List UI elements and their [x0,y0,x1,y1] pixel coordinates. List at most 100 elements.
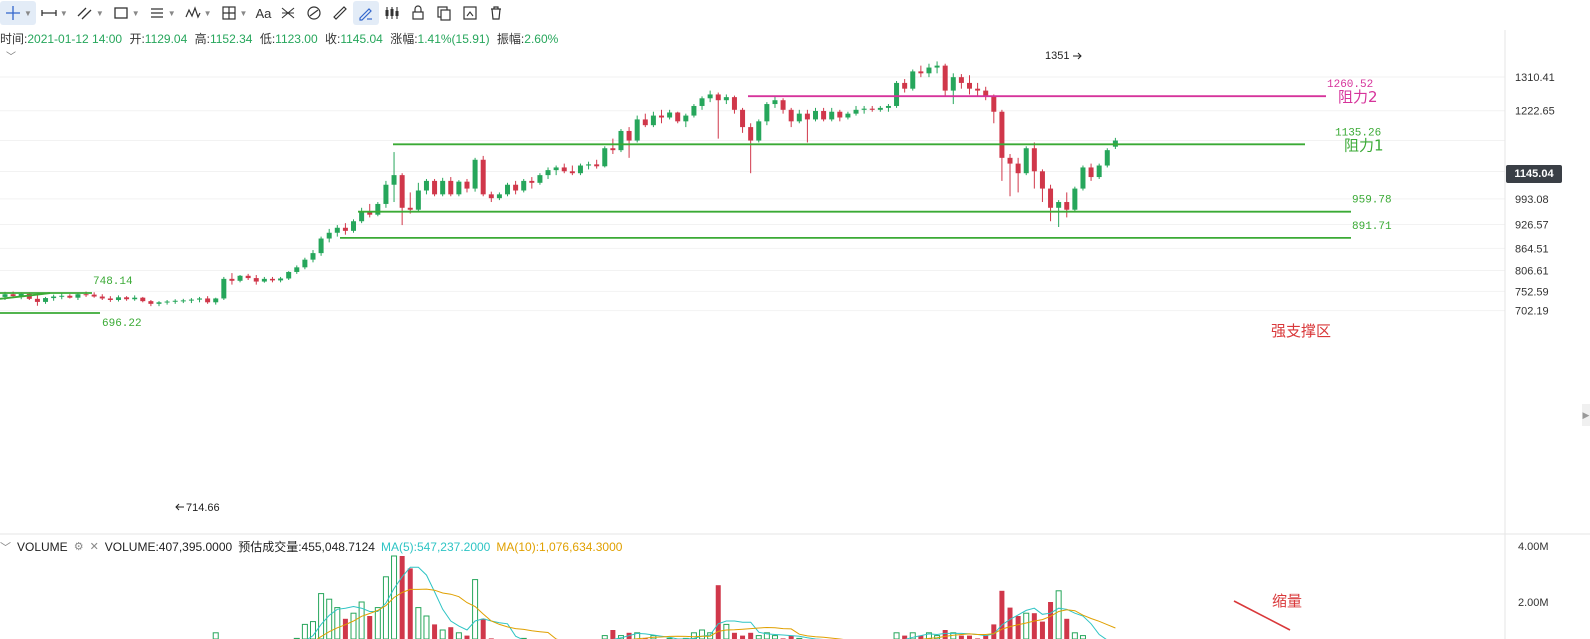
candle-body [553,167,559,171]
candle-body [83,294,89,296]
candle-body [748,127,754,141]
close-icon[interactable]: ✕ [89,541,99,553]
candle-body [164,301,170,303]
candle-body [415,190,421,210]
level-value-label: 696.22 [102,318,142,330]
lock-tool-button[interactable] [405,1,431,25]
volume-value: VOLUME:407,395.0000 [104,539,233,554]
volume-down-arrow [1233,600,1291,631]
volume-bar [902,635,908,639]
collapse-chevron-icon[interactable]: ﹀ [6,52,16,63]
candle-body [67,295,73,298]
volume-bar [893,632,900,639]
close-label: 收: [325,32,341,46]
candle-body [407,207,413,210]
horizontal-ray-tool-button[interactable]: ▼ [36,1,72,25]
magnet-tool-button[interactable] [353,1,380,25]
candle-body [213,298,219,303]
low-label: 低: [259,32,276,46]
parallel-lines-tool-button[interactable]: ▼ [144,1,180,25]
candle-body [334,227,340,233]
volume-bar [983,635,989,639]
candle-body [367,211,373,215]
candle-body [51,296,57,299]
high-value: 1152.34 [209,32,253,46]
volume-tick-label: 4.00M [1518,541,1549,553]
chevron-down-icon[interactable]: ﹀ [0,541,11,554]
candle-body [869,108,875,110]
brush-tool-button[interactable] [301,1,327,25]
candle-body [278,278,284,281]
candle-body [715,94,721,101]
candle-body [115,297,121,300]
volume-bar [367,616,373,639]
volume-bar [439,629,446,639]
candle-body [1015,163,1021,174]
high-label: 高: [194,32,210,46]
measure-icon [221,6,236,20]
strong-support-label: 强支撑区 [1271,322,1331,340]
volume-bar [1048,602,1054,639]
candle-body [464,181,470,189]
volume-bar [1039,621,1045,639]
trend-line-tool-button[interactable]: ▼ [72,1,108,25]
text-tool-button[interactable]: Aa [251,1,275,25]
low-marker-label: 714.66 [186,502,220,514]
volume-bar [432,624,438,639]
screenshot-tool-button[interactable] [457,1,483,25]
measure-tool-button[interactable]: ▼ [216,1,252,25]
change-value: 1.41%(15.91) [417,32,490,46]
volume-bar [472,579,479,639]
parallel-lines-icon [150,8,163,18]
candle-body [472,159,478,189]
volume-bar [991,624,997,639]
volume-bar [326,598,333,639]
candle-body [294,267,300,272]
candle-body [667,112,673,118]
volume-bar [610,630,616,639]
candle-body [796,113,802,122]
candle-body [383,184,389,204]
candle-body [983,90,989,97]
fib-tool-button[interactable]: ▼ [180,1,216,25]
candle-body [594,164,600,167]
volume-bar [350,612,357,639]
crosshair-tool-button[interactable]: ▼ [0,1,36,25]
candle-body [505,184,511,195]
candle-body [59,295,65,297]
volume-bar [740,635,746,639]
candle-body [780,100,786,110]
open-value: 1129.04 [144,32,188,46]
candle-body [1104,150,1110,166]
candle-body [1031,148,1037,172]
ruler-tool-button[interactable] [327,1,353,25]
candle-body [537,175,543,183]
volume-bar [1064,618,1070,639]
delete-tool-button[interactable] [483,1,509,25]
candle-body [683,115,689,122]
candle-body [618,130,624,151]
copy-icon [437,6,451,21]
candle-body [1096,165,1102,178]
volume-bar [1079,635,1086,639]
candle-body [188,299,194,301]
right-panel-handle-icon[interactable]: ▶ [1582,404,1590,426]
pattern-measure-tool-button[interactable] [379,1,405,25]
level-value-label: 959.78 [1352,195,1392,207]
pattern-icon [282,7,295,19]
candles-icon [385,7,399,19]
volume-bar [723,623,730,639]
settings-icon[interactable]: ⚙ [73,541,84,553]
volume-bar [415,607,422,639]
candle-body [1080,167,1086,189]
candle-body [99,296,105,299]
visibility-tool-button[interactable] [431,1,457,25]
level-value-label: 1135.26 [1335,127,1381,139]
volume-title: VOLUME [17,539,68,554]
candle-body [456,181,462,195]
pattern-tool-button[interactable] [275,1,301,25]
candle-body [375,203,381,215]
rectangle-tool-button[interactable]: ▼ [108,1,144,25]
candle-body [966,82,972,89]
candle-body [918,71,924,74]
